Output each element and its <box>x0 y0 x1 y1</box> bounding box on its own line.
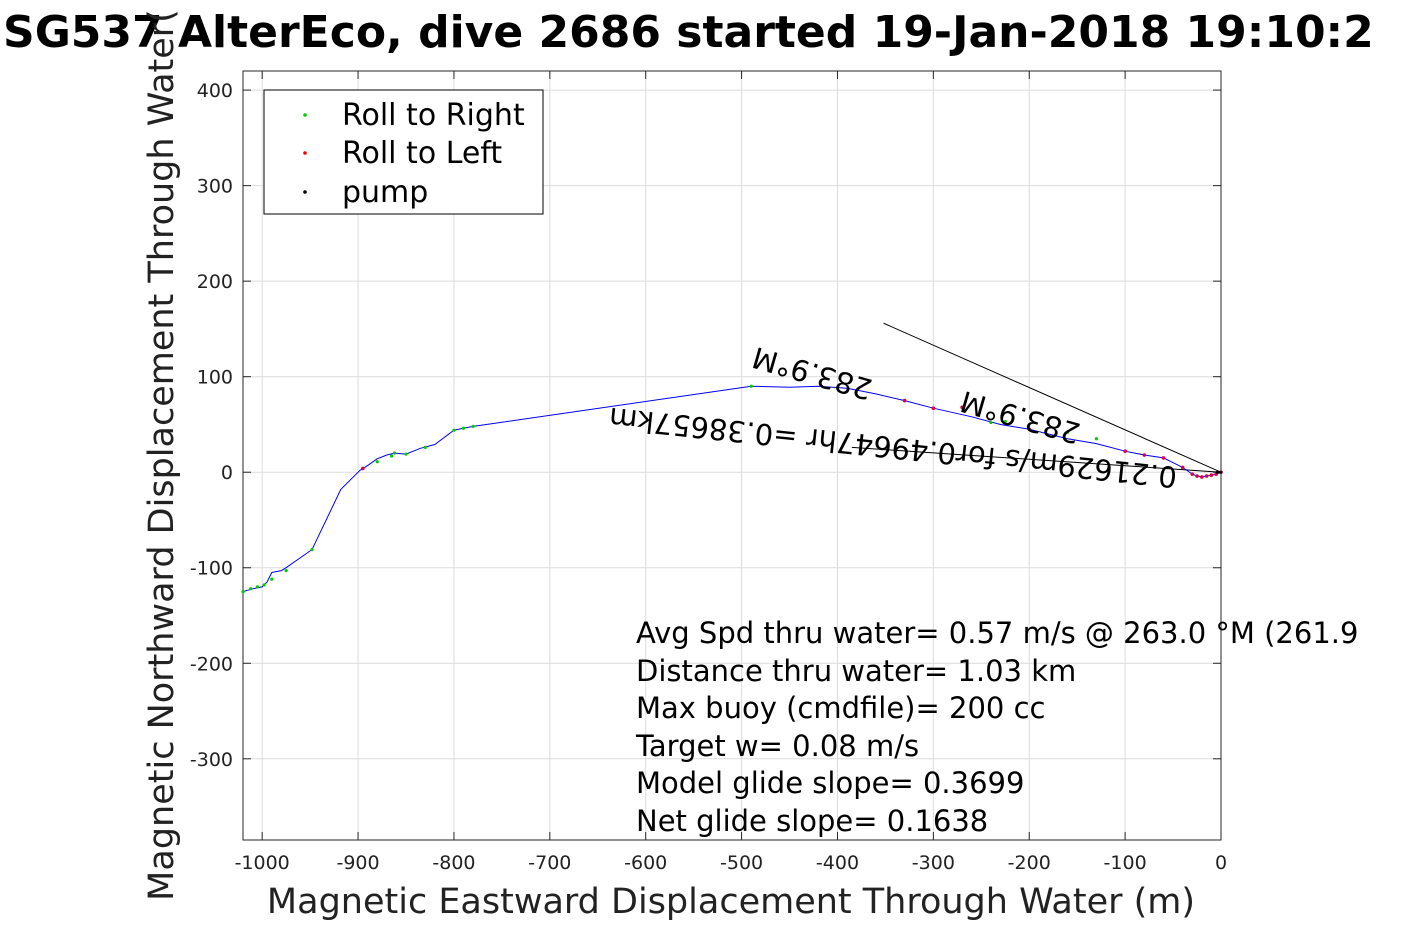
stats-block: Avg Spd thru water= 0.57 m/s @ 263.0 °M … <box>635 616 1358 838</box>
roll-left-point <box>902 398 907 403</box>
roll-right-point <box>1065 430 1070 434</box>
x-tick-label: 0 <box>1215 852 1227 874</box>
legend-label-roll-left: Roll to Left <box>342 136 502 171</box>
roll-left-point <box>361 466 365 471</box>
legend-marker-roll-left <box>303 151 307 155</box>
stat-target-w: Target w= 0.08 m/s <box>635 729 919 763</box>
roll-right-point <box>749 384 753 388</box>
roll-right-point <box>392 451 397 455</box>
track-annotation: 283.9°M <box>749 340 876 406</box>
x-tick-label: -900 <box>336 852 379 874</box>
axis-ticks: -1000 -900 -800 -700 -600 -500 -400 -300 -200 -10… <box>190 71 1227 874</box>
roll-left-point <box>1200 475 1204 479</box>
roll-right-point <box>255 585 259 589</box>
legend-label-pump: pump <box>342 175 428 210</box>
y-tick-label: 100 <box>197 367 233 389</box>
x-tick-label: -1000 <box>235 852 290 874</box>
legend-marker-pump <box>303 190 307 194</box>
chart-title: SG537 AlterEco, dive 2686 started 19-Jan… <box>3 7 1374 58</box>
x-tick-label: -300 <box>912 852 955 874</box>
stat-model-glide-slope: Model glide slope= 0.3699 <box>636 766 1024 800</box>
roll-right-point <box>241 590 245 594</box>
roll-right-point <box>262 583 266 587</box>
y-tick-label: 400 <box>197 80 233 102</box>
plot-area-frame <box>242 70 1222 841</box>
roll-left-point <box>1209 473 1214 477</box>
roll-right-point <box>1003 419 1007 424</box>
roll-right-point <box>461 426 466 430</box>
roll-left-point <box>1180 465 1185 470</box>
roll-right-point <box>390 454 394 458</box>
track-line <box>242 385 1222 593</box>
roll-left-point <box>960 405 964 410</box>
roll-right-point <box>404 452 408 456</box>
legend: Roll to Right Roll to Left pump <box>263 89 544 215</box>
roll-right-point <box>270 577 274 581</box>
roll-right-point <box>452 428 456 432</box>
legend-label-roll-right: Roll to Right <box>342 98 525 133</box>
roll-right-point <box>1094 437 1098 441</box>
x-tick-label: -200 <box>1008 852 1051 874</box>
y-tick-label: 300 <box>197 176 233 198</box>
stat-avg-speed: Avg Spd thru water= 0.57 m/s @ 263.0 °M … <box>636 616 1358 650</box>
stat-distance: Distance thru water= 1.03 km <box>636 654 1076 688</box>
roll-right-point <box>989 420 993 425</box>
roll-right-point <box>284 569 288 573</box>
pump-point <box>1219 470 1223 474</box>
x-tick-label: -800 <box>432 852 475 874</box>
annotation-layer: 0.21629m/s for0.49647hr =0.38657km283.9°… <box>607 340 1178 494</box>
x-tick-label: -400 <box>816 852 859 874</box>
roll-right-point <box>423 445 427 449</box>
x-tick-label: -600 <box>624 852 667 874</box>
roll-left-point <box>1161 456 1166 460</box>
y-axis-label: Magnetic Northward Displacement Through … <box>142 9 182 901</box>
legend-marker-roll-right <box>303 113 307 117</box>
roll-left-point <box>1195 474 1199 478</box>
y-tick-label: -200 <box>190 653 233 675</box>
roll-left-point <box>1190 472 1195 476</box>
roll-left-point <box>931 406 936 411</box>
track-annotation: 0.21629m/s for0.49647hr =0.38657km <box>607 401 1178 494</box>
x-axis-label: Magnetic Eastward Displacement Through W… <box>267 882 1195 922</box>
roll-right-point <box>375 460 379 464</box>
x-tick-label: -500 <box>720 852 763 874</box>
reference-line <box>851 446 1222 473</box>
roll-left-point <box>1027 427 1032 432</box>
reference-line <box>883 322 1222 473</box>
x-tick-label: -100 <box>1104 852 1147 874</box>
y-tick-label: 200 <box>197 271 233 293</box>
legend-box <box>263 89 544 215</box>
track-layer <box>242 385 1222 593</box>
pump-point <box>1217 470 1221 474</box>
y-tick-label: 0 <box>221 462 233 484</box>
pump-point <box>1215 470 1219 474</box>
marker-layer <box>241 384 1223 594</box>
roll-right-point <box>249 587 253 591</box>
stat-net-glide-slope: Net glide slope= 0.1638 <box>636 804 988 838</box>
roll-left-point <box>1123 449 1127 454</box>
x-tick-label: -700 <box>528 852 571 874</box>
roll-left-point <box>1204 474 1209 478</box>
roll-right-point <box>310 547 314 552</box>
reference-lines <box>851 322 1222 473</box>
roll-right-point <box>471 424 475 428</box>
y-tick-label: -300 <box>190 749 233 771</box>
stat-max-buoy: Max buoy (cmdfile)= 200 cc <box>636 691 1045 725</box>
roll-left-point <box>1142 453 1147 457</box>
y-tick-label: -100 <box>190 558 233 580</box>
